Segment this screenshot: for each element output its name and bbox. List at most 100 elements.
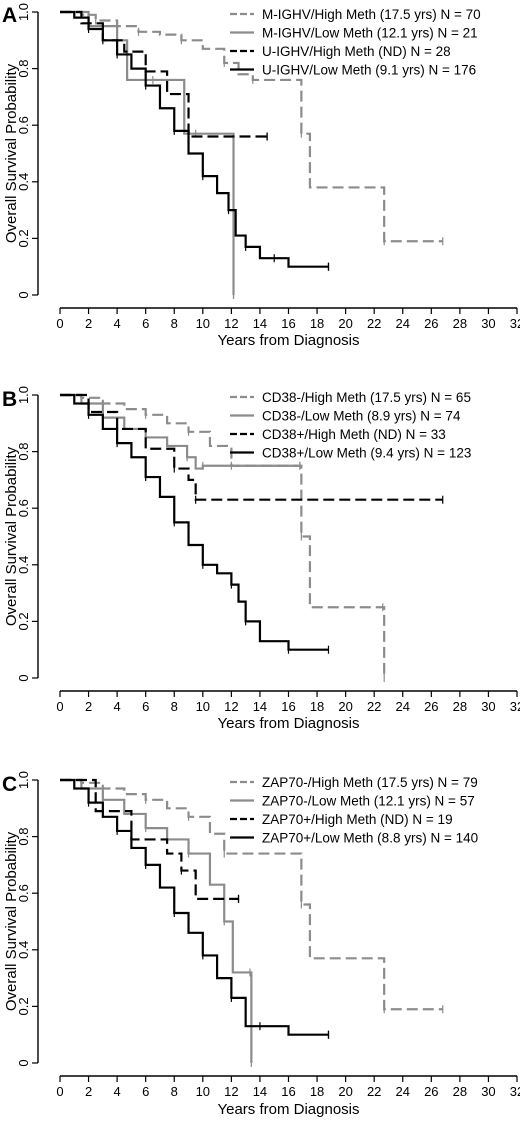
x-tick-label: 22 bbox=[367, 316, 381, 331]
x-tick-label: 16 bbox=[281, 316, 295, 331]
y-axis-title: Overall Survival Probability bbox=[3, 63, 20, 243]
y-tick-label: 0.8 bbox=[16, 60, 31, 78]
x-tick-label: 0 bbox=[56, 1084, 63, 1099]
x-tick-label: 10 bbox=[196, 699, 210, 714]
legend-label: ZAP70-/Low Meth (12.1 yrs) N = 57 bbox=[262, 794, 475, 809]
x-tick-label: 8 bbox=[171, 1084, 178, 1099]
x-tick-label: 24 bbox=[396, 699, 410, 714]
y-tick-label: 0.4 bbox=[16, 941, 31, 959]
x-tick-label: 20 bbox=[338, 316, 352, 331]
x-tick-label: 24 bbox=[396, 316, 410, 331]
legend-label: ZAP70+/High Meth (ND) N = 19 bbox=[262, 812, 453, 827]
panel-a: A 0 0.2 0.4 0.6 0.8 1.0 Overall Survival Probab… bbox=[2, 3, 520, 349]
x-tick-label: 18 bbox=[310, 699, 324, 714]
x-tick-label: 14 bbox=[253, 699, 267, 714]
x-tick-label: 12 bbox=[224, 316, 238, 331]
x-tick-label: 6 bbox=[142, 1084, 149, 1099]
x-tick-label: 14 bbox=[253, 316, 267, 331]
legend-label: M-IGHV/Low Meth (12.1 yrs) N = 21 bbox=[262, 26, 478, 41]
x-tick-label: 18 bbox=[310, 316, 324, 331]
survival-curve-4 bbox=[60, 393, 329, 651]
x-tick-label: 4 bbox=[114, 699, 121, 714]
y-axis-title: Overall Survival Probability bbox=[3, 831, 20, 1011]
survival-curve-4 bbox=[60, 10, 329, 268]
y-tick-label: 0.4 bbox=[16, 556, 31, 574]
x-tick-label: 6 bbox=[142, 699, 149, 714]
legend-label: ZAP70+/Low Meth (8.8 yrs) N = 140 bbox=[262, 831, 478, 846]
panel-c: C 0 0.2 0.4 0.6 0.8 1.0 Overall Survival Probab… bbox=[2, 771, 520, 1118]
x-tick-label: 22 bbox=[367, 699, 381, 714]
x-tick-label: 16 bbox=[281, 699, 295, 714]
x-tick-label: 12 bbox=[224, 1084, 238, 1099]
y-tick-label: 0.6 bbox=[16, 499, 31, 517]
x-tick-label: 20 bbox=[338, 1084, 352, 1099]
survival-curve-1 bbox=[60, 10, 443, 243]
survival-curve-2 bbox=[60, 10, 235, 295]
y-tick-label: 1.0 bbox=[16, 771, 31, 789]
y-tick-label: 1.0 bbox=[16, 3, 31, 21]
y-tick-label: 0.8 bbox=[16, 443, 31, 461]
x-tick-label: 2 bbox=[85, 699, 92, 714]
x-tick-label: 22 bbox=[367, 1084, 381, 1099]
x-tick-label: 32 bbox=[510, 1084, 520, 1099]
y-tick-label: 0.4 bbox=[16, 173, 31, 191]
x-tick-label: 32 bbox=[510, 699, 520, 714]
x-tick-label: 26 bbox=[424, 1084, 438, 1099]
x-tick-label: 10 bbox=[196, 1084, 210, 1099]
survival-curve-3 bbox=[60, 393, 443, 501]
legend-label: ZAP70-/High Meth (17.5 yrs) N = 79 bbox=[262, 775, 478, 790]
x-tick-label: 8 bbox=[171, 699, 178, 714]
x-tick-label: 4 bbox=[114, 316, 121, 331]
y-tick-label: 0.2 bbox=[16, 229, 31, 247]
y-tick-label: 0.2 bbox=[16, 997, 31, 1015]
x-axis-title: Years from Diagnosis bbox=[217, 715, 359, 732]
x-tick-label: 8 bbox=[171, 316, 178, 331]
survival-curve-3 bbox=[60, 10, 268, 138]
panel-letter: B bbox=[2, 388, 17, 411]
y-tick-label: 1.0 bbox=[16, 386, 31, 404]
x-tick-label: 16 bbox=[281, 1084, 295, 1099]
x-tick-label: 28 bbox=[453, 316, 467, 331]
legend-label: CD38+/Low Meth (9.4 yrs) N = 123 bbox=[262, 446, 471, 461]
legend-label: CD38-/High Meth (17.5 yrs) N = 65 bbox=[262, 390, 471, 405]
x-axis-title: Years from Diagnosis bbox=[217, 1101, 359, 1118]
x-tick-label: 28 bbox=[453, 1084, 467, 1099]
x-tick-label: 24 bbox=[396, 1084, 410, 1099]
x-tick-label: 30 bbox=[481, 1084, 495, 1099]
x-tick-label: 18 bbox=[310, 1084, 324, 1099]
panel-b: B 0 0.2 0.4 0.6 0.8 1.0 Overall Survival Probab… bbox=[2, 386, 520, 732]
survival-curve-3 bbox=[60, 778, 239, 900]
legend-label: CD38+/High Meth (ND) N = 33 bbox=[262, 427, 446, 442]
y-tick-label: 0 bbox=[16, 291, 31, 298]
x-tick-label: 2 bbox=[85, 1084, 92, 1099]
legend-label: U-IGHV/High Meth (ND) N = 28 bbox=[262, 44, 451, 59]
y-tick-label: 0.6 bbox=[16, 116, 31, 134]
x-tick-label: 10 bbox=[196, 316, 210, 331]
x-tick-label: 30 bbox=[481, 699, 495, 714]
y-tick-label: 0 bbox=[16, 674, 31, 681]
y-tick-label: 0.8 bbox=[16, 828, 31, 846]
x-axis-title: Years from Diagnosis bbox=[217, 332, 359, 349]
x-tick-label: 26 bbox=[424, 699, 438, 714]
x-tick-label: 6 bbox=[142, 316, 149, 331]
x-tick-label: 30 bbox=[481, 316, 495, 331]
panel-letter: A bbox=[2, 4, 17, 27]
y-tick-label: 0 bbox=[16, 1059, 31, 1066]
x-tick-label: 12 bbox=[224, 699, 238, 714]
legend-label: U-IGHV/Low Meth (9.1 yrs) N = 176 bbox=[262, 63, 476, 78]
survival-curve-2 bbox=[60, 778, 253, 1063]
x-tick-label: 14 bbox=[253, 1084, 267, 1099]
x-tick-label: 28 bbox=[453, 699, 467, 714]
x-tick-label: 0 bbox=[56, 316, 63, 331]
y-tick-label: 0.6 bbox=[16, 884, 31, 902]
x-tick-label: 2 bbox=[85, 316, 92, 331]
x-tick-label: 26 bbox=[424, 316, 438, 331]
x-tick-label: 20 bbox=[338, 699, 352, 714]
panel-letter: C bbox=[2, 773, 17, 796]
x-tick-label: 32 bbox=[510, 316, 520, 331]
y-tick-label: 0.2 bbox=[16, 612, 31, 630]
y-axis-title: Overall Survival Probability bbox=[3, 446, 20, 626]
x-tick-label: 4 bbox=[114, 1084, 121, 1099]
